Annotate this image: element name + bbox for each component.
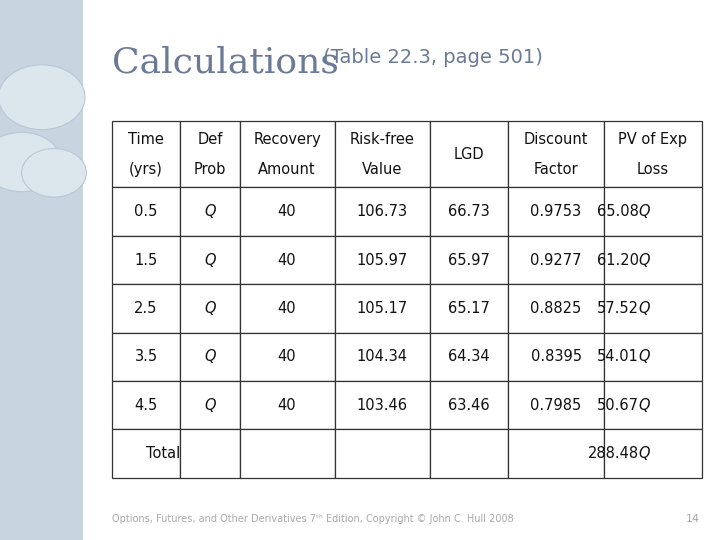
Text: Time: Time: [128, 132, 164, 147]
Text: 0.9753: 0.9753: [531, 204, 582, 219]
Text: Q: Q: [204, 398, 216, 413]
Text: Q: Q: [639, 446, 650, 461]
Text: 57.52: 57.52: [597, 301, 639, 316]
Text: 54.01: 54.01: [597, 349, 639, 364]
Text: 105.97: 105.97: [356, 253, 408, 267]
Text: 40: 40: [278, 253, 297, 267]
Text: Factor: Factor: [534, 162, 578, 177]
Text: Options, Futures, and Other Derivatives 7ᵗʰ Edition, Copyright © John C. Hull 20: Options, Futures, and Other Derivatives …: [112, 515, 513, 524]
Text: Total: Total: [146, 446, 180, 461]
Text: 40: 40: [278, 398, 297, 413]
Text: 65.08: 65.08: [597, 204, 639, 219]
Text: Q: Q: [204, 204, 216, 219]
Text: 14: 14: [685, 515, 700, 524]
Text: 64.34: 64.34: [449, 349, 490, 364]
Text: Q: Q: [639, 301, 650, 316]
Text: 65.97: 65.97: [448, 253, 490, 267]
Text: Value: Value: [362, 162, 402, 177]
Text: Q: Q: [204, 349, 216, 364]
Text: Def: Def: [197, 132, 222, 147]
Text: 103.46: 103.46: [356, 398, 408, 413]
Text: 1.5: 1.5: [135, 253, 158, 267]
Text: Q: Q: [639, 204, 650, 219]
Text: 4.5: 4.5: [135, 398, 158, 413]
Text: LGD: LGD: [454, 147, 485, 162]
Text: 66.73: 66.73: [449, 204, 490, 219]
Text: PV of Exp: PV of Exp: [618, 132, 688, 147]
Text: (Table 22.3, page 501): (Table 22.3, page 501): [317, 48, 543, 66]
Text: 65.17: 65.17: [448, 301, 490, 316]
Text: 2.5: 2.5: [135, 301, 158, 316]
Text: 0.9277: 0.9277: [531, 253, 582, 267]
Text: 50.67: 50.67: [597, 398, 639, 413]
Text: 40: 40: [278, 349, 297, 364]
Text: Q: Q: [204, 301, 216, 316]
Text: Loss: Loss: [636, 162, 669, 177]
Text: Discount: Discount: [523, 132, 588, 147]
Text: Q: Q: [639, 253, 650, 267]
Text: 0.8825: 0.8825: [531, 301, 582, 316]
Text: 0.5: 0.5: [135, 204, 158, 219]
Text: 106.73: 106.73: [356, 204, 408, 219]
Text: Prob: Prob: [194, 162, 226, 177]
Text: Recovery: Recovery: [253, 132, 321, 147]
Text: Risk-free: Risk-free: [350, 132, 415, 147]
Text: Q: Q: [639, 349, 650, 364]
Text: Q: Q: [639, 398, 650, 413]
Text: Calculations: Calculations: [112, 46, 338, 80]
Text: (yrs): (yrs): [129, 162, 163, 177]
Text: 105.17: 105.17: [356, 301, 408, 316]
Text: 61.20: 61.20: [597, 253, 639, 267]
Text: Q: Q: [204, 253, 216, 267]
Text: 63.46: 63.46: [449, 398, 490, 413]
Text: 3.5: 3.5: [135, 349, 158, 364]
Text: Amount: Amount: [258, 162, 316, 177]
Text: 0.8395: 0.8395: [531, 349, 582, 364]
Text: 104.34: 104.34: [356, 349, 408, 364]
Text: 40: 40: [278, 204, 297, 219]
Text: 288.48: 288.48: [588, 446, 639, 461]
Text: 40: 40: [278, 301, 297, 316]
Text: 0.7985: 0.7985: [531, 398, 582, 413]
